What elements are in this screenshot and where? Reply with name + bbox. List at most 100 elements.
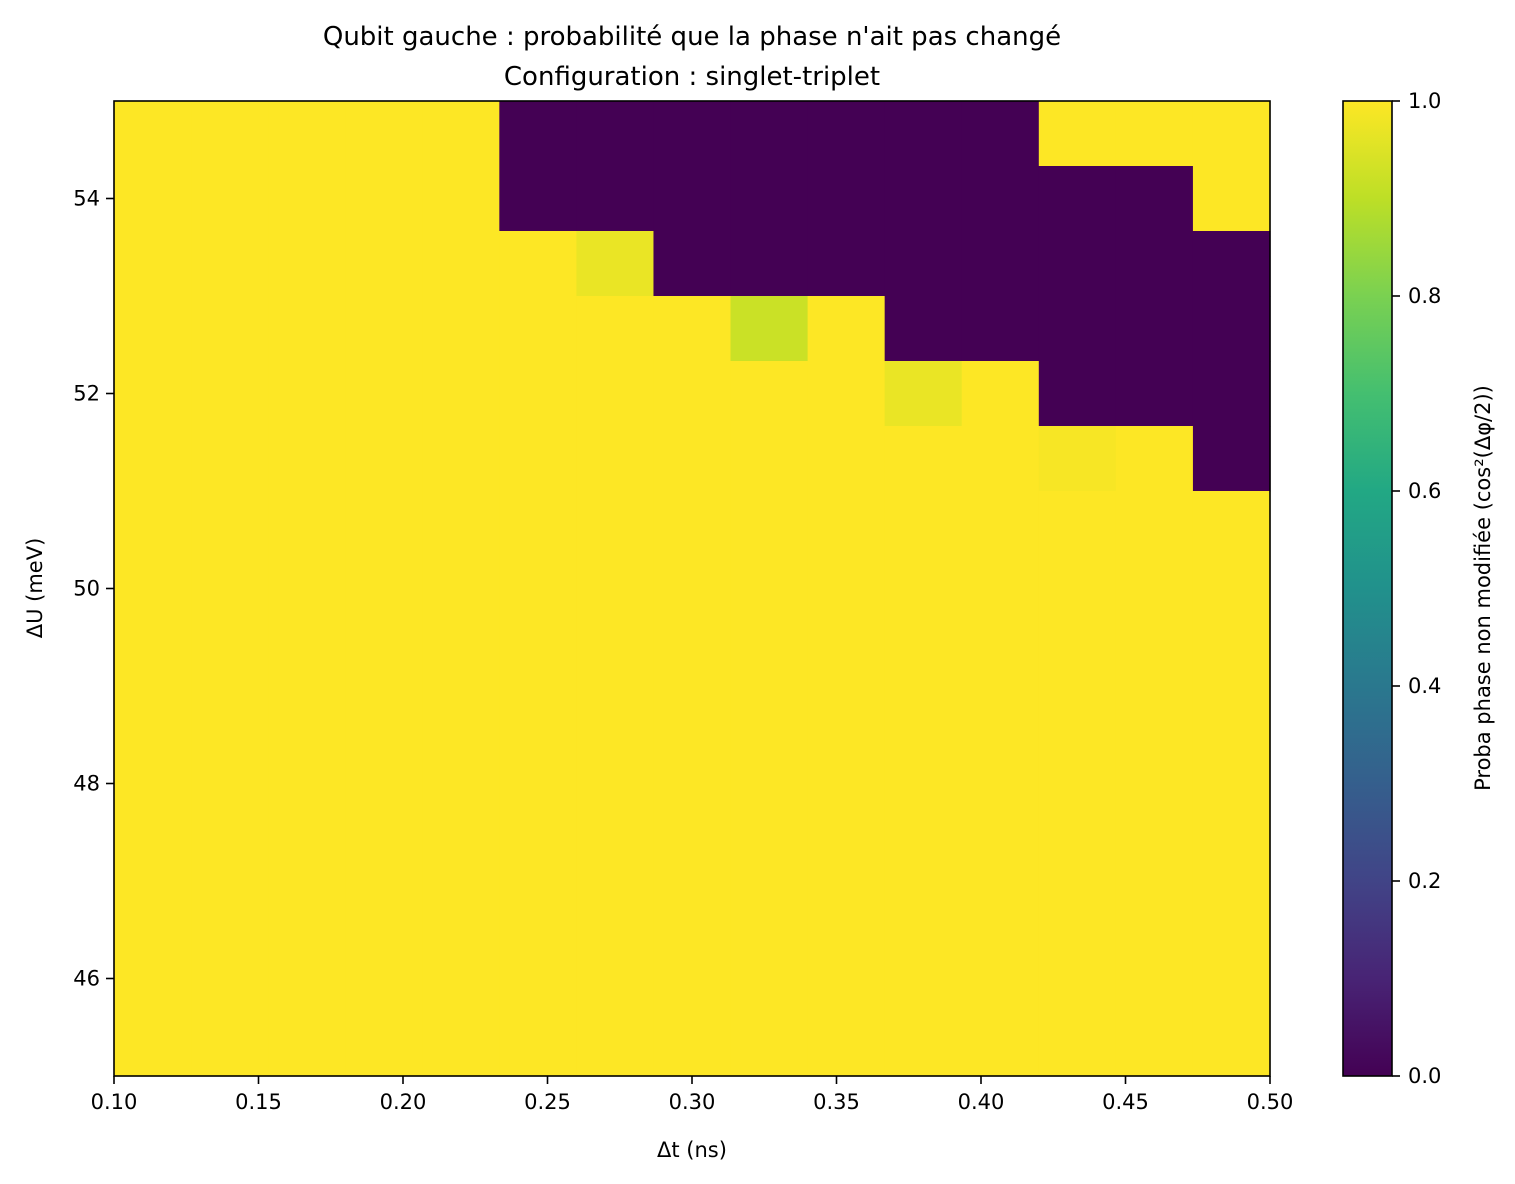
heatmap-cell	[268, 231, 346, 297]
heatmap-cell	[191, 686, 269, 752]
heatmap-cell	[961, 426, 1040, 492]
heatmap-cell	[191, 621, 269, 687]
x-tick-label: 0.50	[1247, 1090, 1294, 1114]
heatmap-cell	[884, 1011, 963, 1077]
heatmap-cell	[499, 361, 577, 427]
heatmap-cell	[576, 426, 655, 492]
heatmap-cell	[1115, 491, 1194, 557]
heatmap-cell	[1192, 101, 1271, 167]
heatmap-cell	[114, 816, 192, 882]
heatmap-cell	[730, 751, 809, 817]
heatmap-cell	[1038, 166, 1117, 232]
heatmap-cell	[499, 751, 577, 817]
heatmap-cell	[191, 231, 269, 297]
heatmap-cell	[114, 101, 192, 167]
heatmap-cell	[1115, 231, 1194, 297]
heatmap-cell	[653, 751, 732, 817]
heatmap-cell	[114, 946, 192, 1012]
heatmap-cell	[730, 621, 809, 687]
heatmap-cell	[268, 101, 346, 167]
heatmap-cell	[1192, 361, 1271, 427]
heatmap-cell	[422, 751, 500, 817]
heatmap-cell	[268, 686, 346, 752]
heatmap-cell	[345, 816, 423, 882]
heatmap-cell	[730, 946, 809, 1012]
heatmap-cell	[114, 361, 192, 427]
heatmap-cell	[1192, 621, 1271, 687]
heatmap-cell	[884, 426, 963, 492]
heatmap-cell	[730, 556, 809, 622]
heatmap-cell	[422, 166, 500, 232]
heatmap-cell	[961, 881, 1040, 947]
heatmap-cell	[884, 881, 963, 947]
heatmap-cell	[576, 816, 655, 882]
heatmap-cell	[653, 621, 732, 687]
heatmap-cell	[499, 231, 577, 297]
heatmap-cell	[1192, 751, 1271, 817]
heatmap-cell	[114, 491, 192, 557]
heatmap-cell	[422, 296, 500, 362]
x-tick-label: 0.40	[958, 1090, 1005, 1114]
heatmap-cell	[576, 881, 655, 947]
heatmap-cell	[1115, 361, 1194, 427]
heatmap-cell	[268, 751, 346, 817]
heatmap-cell	[345, 946, 423, 1012]
heatmap-cell	[114, 686, 192, 752]
heatmap-cell	[191, 881, 269, 947]
heatmap-cell	[1115, 751, 1194, 817]
heatmap-cell	[576, 946, 655, 1012]
heatmap-cell	[576, 1011, 655, 1077]
heatmap-cell	[1038, 1011, 1117, 1077]
x-tick-label: 0.30	[669, 1090, 716, 1114]
heatmap-cell	[499, 166, 577, 232]
heatmap-cell	[345, 426, 423, 492]
heatmap-cell	[114, 881, 192, 947]
heatmap-cell	[268, 166, 346, 232]
heatmap-cell	[191, 296, 269, 362]
heatmap-cell	[884, 621, 963, 687]
heatmap-cell	[191, 946, 269, 1012]
heatmap-cell	[961, 101, 1040, 167]
heatmap-cell	[576, 751, 655, 817]
x-tick-label: 0.45	[1102, 1090, 1149, 1114]
heatmap-cell	[807, 946, 886, 1012]
heatmap-cell	[653, 361, 732, 427]
heatmap-cell	[961, 166, 1040, 232]
heatmap-cell	[1038, 426, 1117, 492]
heatmap-cell	[345, 361, 423, 427]
heatmap-cell	[1192, 426, 1271, 492]
heatmap-cell	[730, 1011, 809, 1077]
heatmap-cell	[807, 231, 886, 297]
heatmap-cell	[653, 101, 732, 167]
heatmap-cell	[961, 231, 1040, 297]
heatmap-cell	[884, 101, 963, 167]
heatmap-cell	[653, 816, 732, 882]
heatmap-cell	[730, 231, 809, 297]
y-tick-label: 54	[73, 187, 100, 211]
heatmap-cell	[499, 1011, 577, 1077]
heatmap-cell	[1115, 296, 1194, 362]
x-tick-label: 0.10	[91, 1090, 138, 1114]
heatmap-cell	[1192, 491, 1271, 557]
heatmap-cell	[1192, 946, 1271, 1012]
chart-title: Qubit gauche : probabilité que la phase …	[323, 22, 1061, 52]
heatmap-cell	[884, 231, 963, 297]
x-axis-label: Δt (ns)	[657, 1138, 727, 1162]
colorbar-tick-label: 0.8	[1408, 284, 1441, 308]
heatmap-cell	[499, 426, 577, 492]
heatmap-cell	[268, 491, 346, 557]
heatmap-cell	[345, 556, 423, 622]
heatmap-cell	[576, 621, 655, 687]
heatmap-cell	[1038, 946, 1117, 1012]
heatmap-cell	[576, 491, 655, 557]
y-tick-label: 52	[73, 382, 100, 406]
heatmap-cell	[730, 166, 809, 232]
heatmap-cell	[114, 296, 192, 362]
heatmap-cell	[1192, 166, 1271, 232]
heatmap-cell	[191, 556, 269, 622]
heatmap-cell	[422, 426, 500, 492]
heatmap-cell	[1115, 881, 1194, 947]
heatmap-cell	[191, 491, 269, 557]
heatmap-cell	[653, 556, 732, 622]
heatmap-cell	[884, 556, 963, 622]
